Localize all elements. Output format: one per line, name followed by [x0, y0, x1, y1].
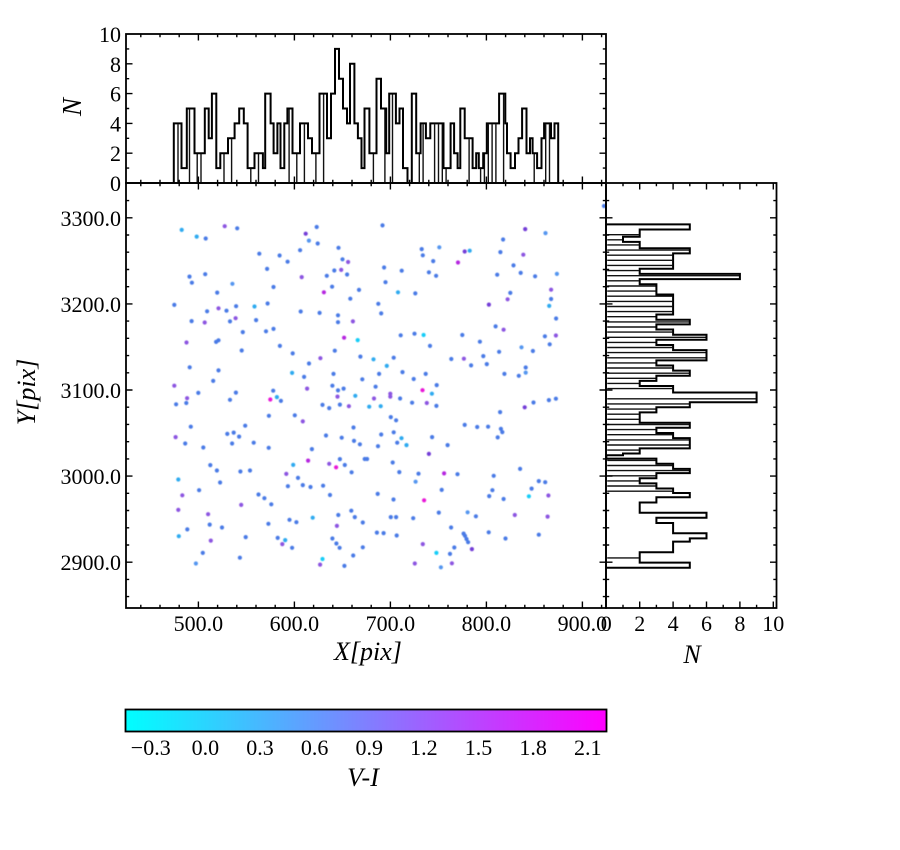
svg-text:2900.0: 2900.0	[61, 550, 122, 575]
svg-text:0: 0	[601, 611, 612, 636]
svg-text:800.0: 800.0	[462, 611, 512, 636]
svg-text:0.3: 0.3	[246, 735, 274, 760]
svg-text:3100.0: 3100.0	[61, 378, 122, 403]
svg-text:3200.0: 3200.0	[61, 292, 122, 317]
svg-text:N: N	[682, 640, 702, 669]
svg-text:X[pix]: X[pix]	[333, 637, 402, 666]
svg-text:900.0: 900.0	[558, 611, 608, 636]
svg-text:N: N	[57, 96, 87, 117]
svg-text:500.0: 500.0	[174, 611, 224, 636]
svg-text:600.0: 600.0	[270, 611, 320, 636]
svg-text:2: 2	[110, 141, 121, 166]
svg-text:−0.3: −0.3	[131, 735, 171, 760]
svg-text:V-I: V-I	[347, 763, 380, 792]
svg-text:10: 10	[99, 22, 121, 47]
svg-text:6: 6	[701, 611, 712, 636]
svg-text:4: 4	[110, 111, 121, 136]
svg-text:1.5: 1.5	[465, 735, 493, 760]
svg-text:700.0: 700.0	[366, 611, 416, 636]
svg-text:8: 8	[734, 611, 745, 636]
svg-text:3000.0: 3000.0	[61, 464, 122, 489]
svg-text:2.1: 2.1	[574, 735, 602, 760]
svg-text:0: 0	[110, 171, 121, 196]
svg-text:1.8: 1.8	[519, 735, 547, 760]
svg-text:0.6: 0.6	[301, 735, 329, 760]
svg-text:0.9: 0.9	[356, 735, 384, 760]
svg-text:2: 2	[634, 611, 645, 636]
svg-text:4: 4	[668, 611, 679, 636]
svg-text:8: 8	[110, 52, 121, 77]
svg-text:6: 6	[110, 82, 121, 107]
svg-text:1.2: 1.2	[410, 735, 438, 760]
svg-text:10: 10	[762, 611, 784, 636]
svg-text:3300.0: 3300.0	[61, 206, 122, 231]
svg-text:Y[pix]: Y[pix]	[12, 359, 41, 425]
svg-text:0.0: 0.0	[192, 735, 220, 760]
